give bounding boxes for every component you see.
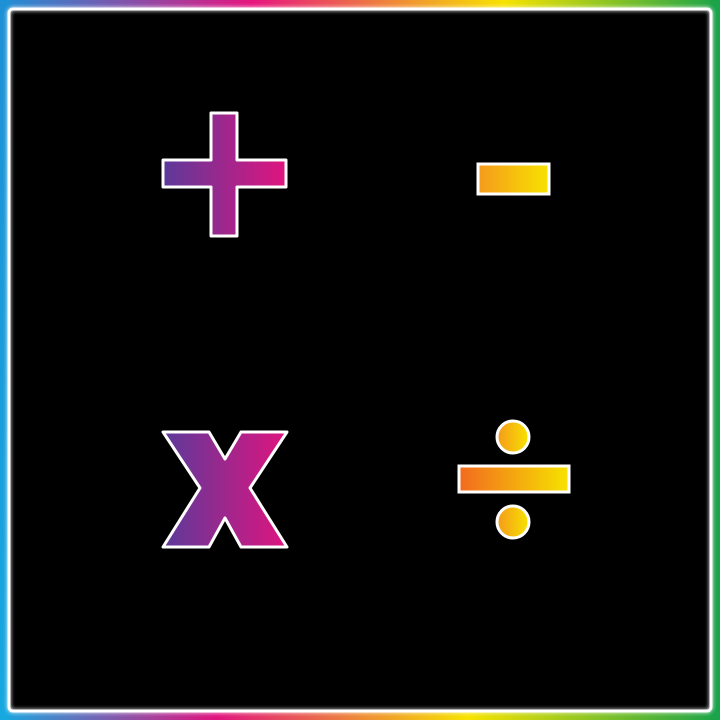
plus-icon [161, 111, 288, 238]
divide-icon [457, 419, 571, 540]
times-icon [161, 430, 289, 549]
minus-icon [476, 162, 551, 196]
